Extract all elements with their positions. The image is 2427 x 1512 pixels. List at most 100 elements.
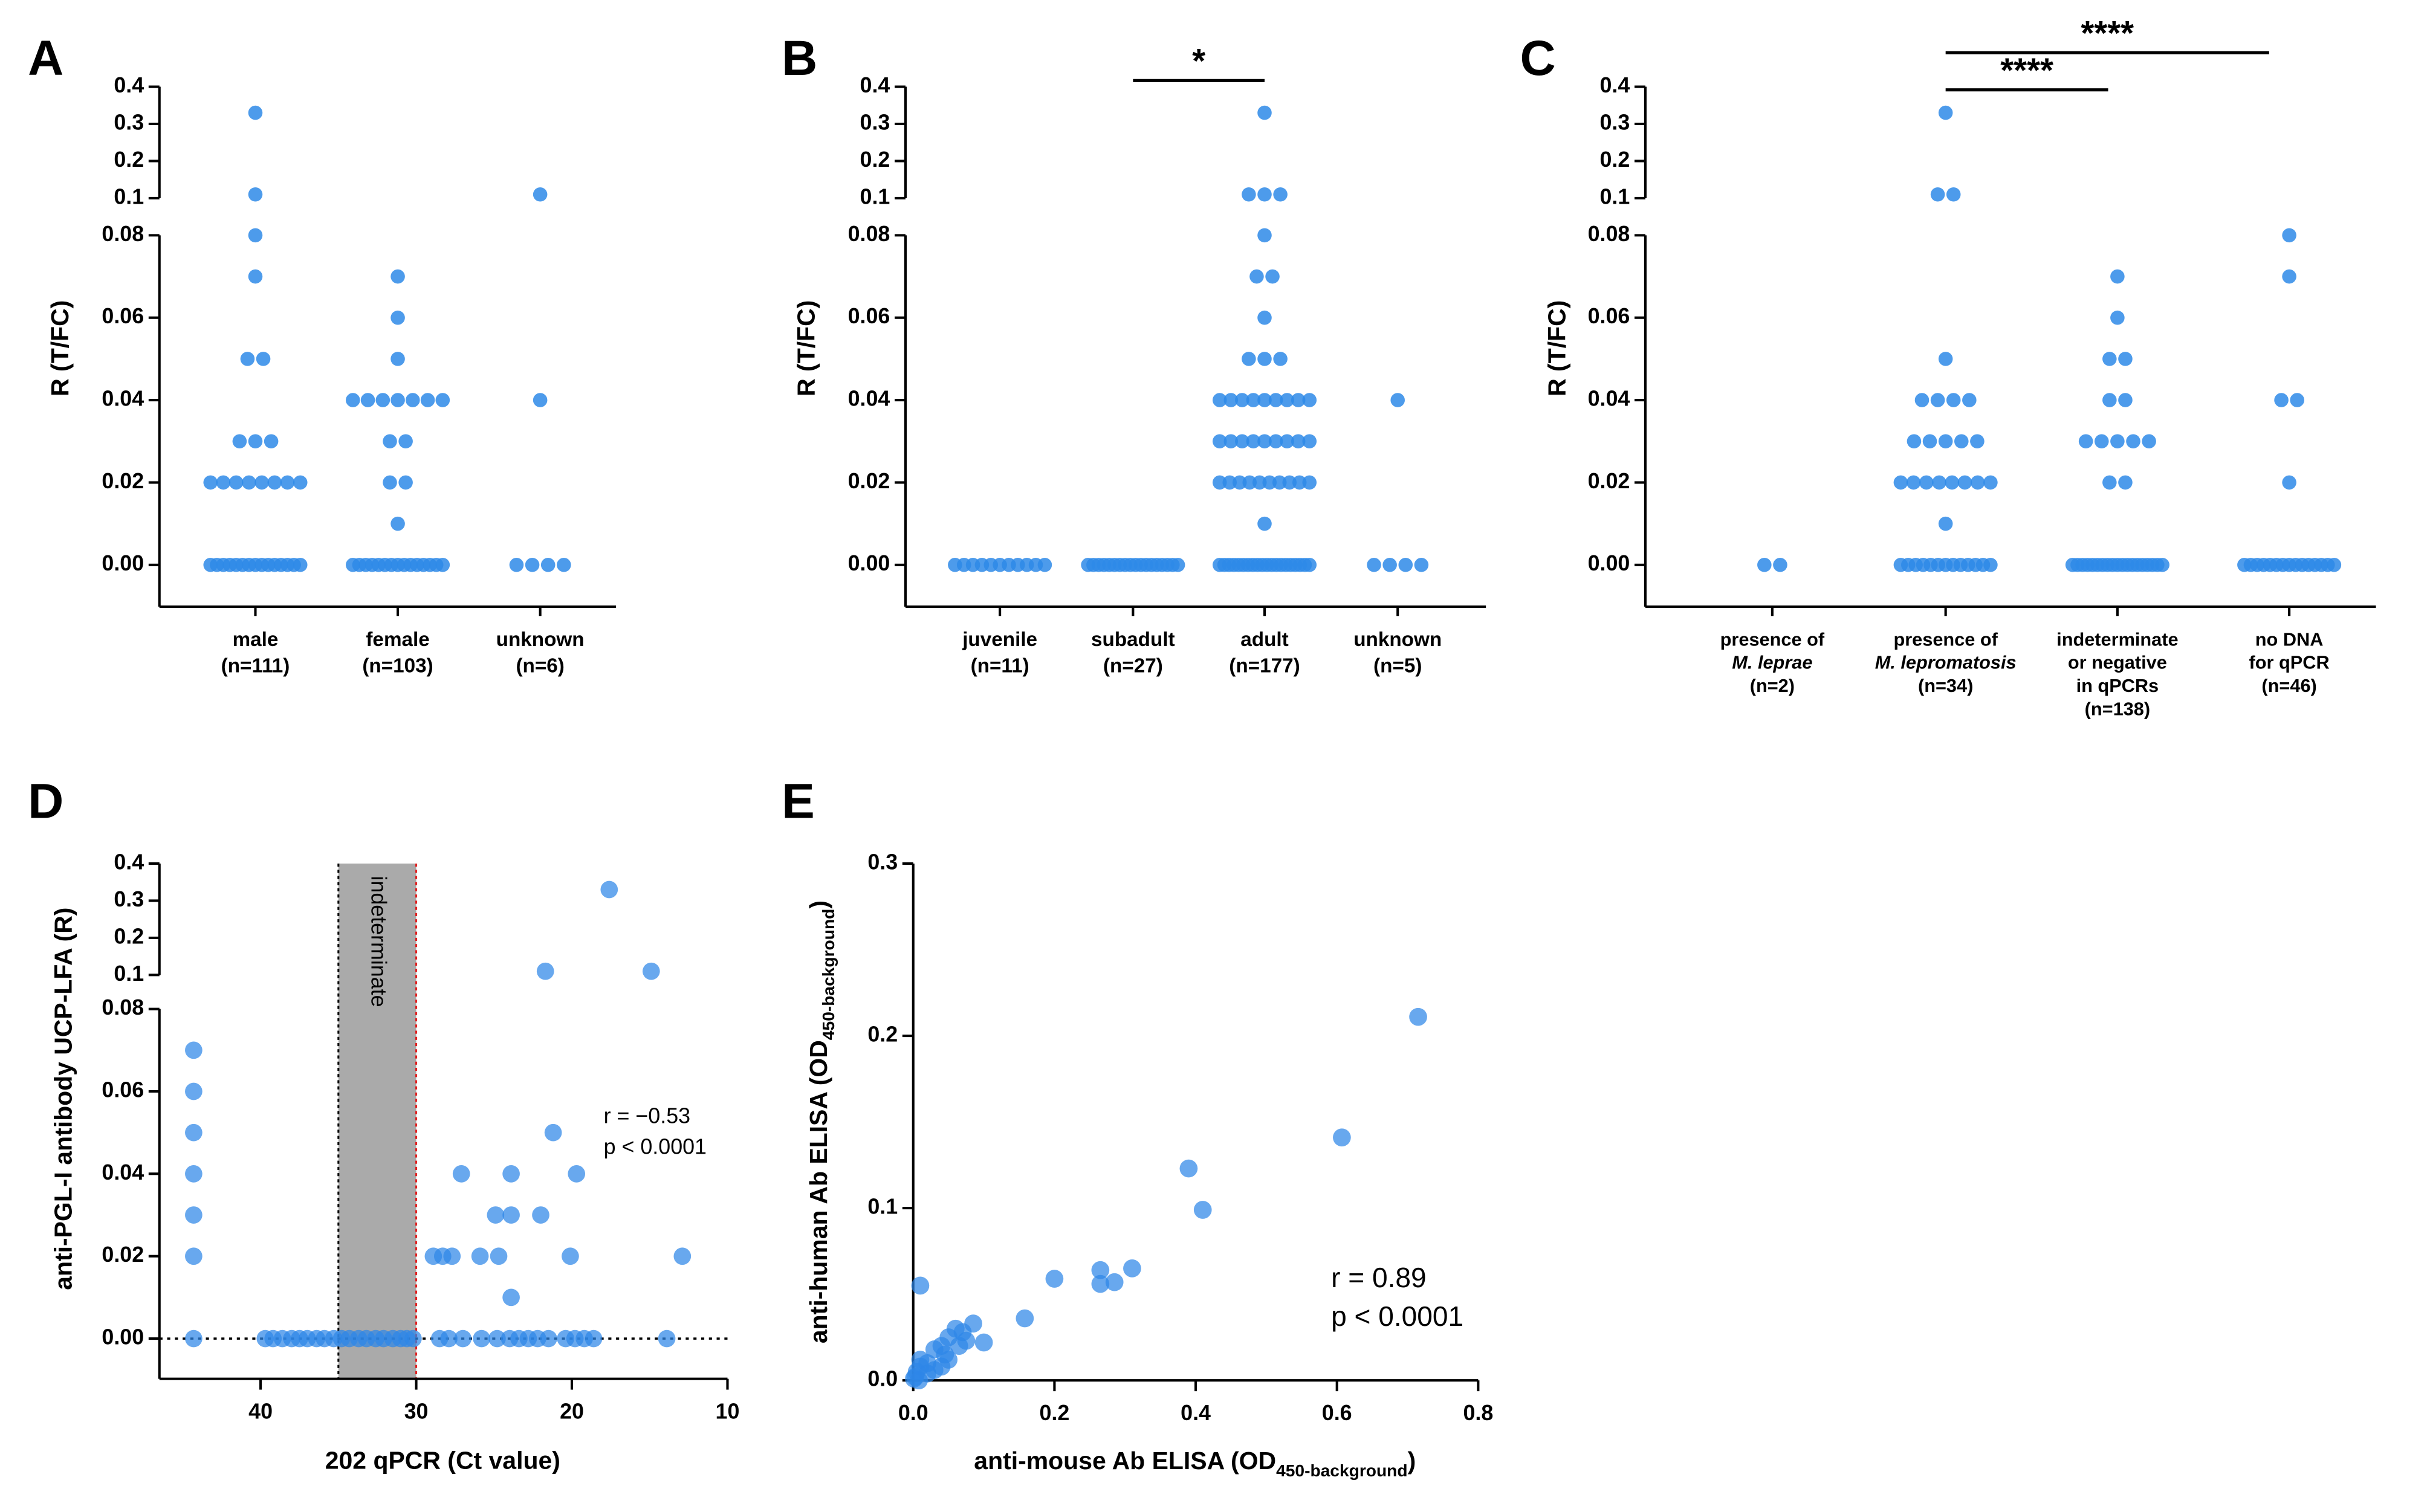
annotation: r = −0.53 — [604, 1103, 690, 1128]
x-category-label: (n=27) — [1103, 655, 1163, 677]
data-dot — [1919, 475, 1934, 490]
data-point — [440, 1329, 458, 1348]
data-dot — [1262, 475, 1277, 490]
y-tick-label: 0.02 — [102, 469, 144, 493]
data-point — [185, 1123, 203, 1142]
y-tick-label: 0.4 — [1599, 73, 1630, 97]
data-dot — [1212, 393, 1227, 407]
data-point — [1016, 1309, 1034, 1328]
x-tick-label: 40 — [248, 1399, 273, 1423]
data-point — [536, 962, 554, 980]
y-tick-label: 0.4 — [114, 850, 144, 874]
y-axis-label-text: anti-human Ab ELISA (OD — [805, 1040, 832, 1343]
data-dot — [390, 269, 405, 284]
data-dot — [2118, 352, 2133, 366]
x-category-label: (n=2) — [1750, 675, 1795, 696]
data-dot — [1945, 475, 1960, 490]
panel-label: C — [1520, 31, 1555, 86]
data-point — [673, 1247, 692, 1265]
y-tick-label: 0.04 — [1588, 387, 1630, 411]
y-tick-label: 0.04 — [102, 1160, 144, 1184]
data-point — [185, 1329, 203, 1348]
data-dot — [280, 475, 295, 490]
x-axis-label-sub: 450-background — [1276, 1461, 1407, 1480]
y-tick-label: 0.1 — [867, 1195, 898, 1219]
x-category-label: unknown — [1353, 628, 1442, 651]
data-dot — [1222, 475, 1237, 490]
x-tick-label: 30 — [404, 1399, 429, 1423]
data-dot — [346, 393, 360, 407]
data-dot — [1367, 557, 1381, 572]
data-point — [950, 1337, 968, 1355]
y-tick-label: 0.2 — [114, 147, 144, 172]
y-tick-label: 0.04 — [102, 387, 144, 411]
x-axis-label: anti-mouse Ab ELISA (OD450-background) — [974, 1447, 1416, 1480]
data-dot — [1170, 557, 1185, 572]
data-point — [974, 1333, 993, 1352]
x-category-label: (n=111) — [221, 655, 290, 677]
data-dot — [216, 475, 231, 490]
data-dot — [1946, 393, 1961, 407]
data-point — [502, 1165, 520, 1183]
x-category-label: presence of — [1720, 628, 1825, 650]
data-point — [936, 1345, 954, 1364]
x-tick-label: 0.8 — [1463, 1401, 1493, 1425]
significance-label: **** — [2081, 14, 2134, 52]
data-dot — [1970, 434, 1985, 449]
data-point — [185, 1165, 203, 1183]
x-tick-label: 20 — [560, 1399, 584, 1423]
x-axis-label: 202 qPCR (Ct value) — [325, 1447, 560, 1475]
data-dot — [1414, 557, 1429, 572]
data-point — [488, 1329, 506, 1348]
y-tick-label: 0.08 — [848, 222, 890, 246]
data-dot — [2110, 310, 2125, 325]
data-dot — [1257, 105, 1272, 120]
y-tick-label: 0.3 — [114, 887, 144, 911]
data-dot — [1893, 475, 1908, 490]
data-dot — [2094, 434, 2109, 449]
y-tick-label: 0.06 — [102, 1077, 144, 1102]
y-axis-label: anti-human Ab ELISA (OD450-background) — [805, 900, 838, 1343]
x-tick-label: 0.6 — [1322, 1401, 1352, 1425]
x-category-label: or negative — [2068, 652, 2167, 673]
data-point — [1193, 1201, 1212, 1219]
annotation: r = 0.89 — [1331, 1262, 1427, 1293]
y-axis-label: R (T/FC) — [1543, 300, 1570, 396]
x-axis-label-text: anti-mouse Ab ELISA (OD — [974, 1447, 1276, 1475]
data-dot — [1914, 393, 1930, 407]
data-dot — [1962, 393, 1977, 407]
data-dot — [1273, 352, 1288, 366]
data-dot — [1223, 434, 1239, 449]
data-dot — [2282, 269, 2296, 284]
data-dot — [398, 475, 413, 490]
data-dot — [1212, 434, 1227, 449]
data-point — [658, 1329, 676, 1348]
x-tick-label: 0.0 — [898, 1401, 928, 1425]
data-point — [185, 1041, 203, 1059]
data-dot — [390, 516, 405, 531]
data-dot — [383, 434, 397, 449]
x-category-label: (n=6) — [516, 655, 564, 677]
data-dot — [2110, 269, 2125, 284]
data-dot — [1265, 269, 1280, 284]
x-category-label: adult — [1240, 628, 1288, 651]
data-dot — [1292, 475, 1307, 490]
y-tick-label: 0.0 — [867, 1367, 898, 1391]
data-dot — [1249, 269, 1264, 284]
y-tick-label: 0.06 — [102, 304, 144, 328]
x-category-label: (n=34) — [1918, 675, 1973, 696]
data-dot — [242, 475, 256, 490]
y-tick-label: 0.1 — [1599, 184, 1630, 208]
y-tick-label: 0.3 — [1599, 110, 1630, 134]
data-dot — [1907, 434, 1922, 449]
data-point — [600, 880, 618, 899]
data-dot — [2142, 434, 2156, 449]
data-point — [1105, 1273, 1124, 1291]
x-category-label: unknown — [496, 628, 585, 651]
significance-label: * — [1192, 42, 1205, 80]
y-axis-label-sub: 450-background — [819, 909, 838, 1040]
data-dot — [1757, 557, 1772, 572]
data-point — [540, 1329, 557, 1348]
data-dot — [1773, 557, 1787, 572]
